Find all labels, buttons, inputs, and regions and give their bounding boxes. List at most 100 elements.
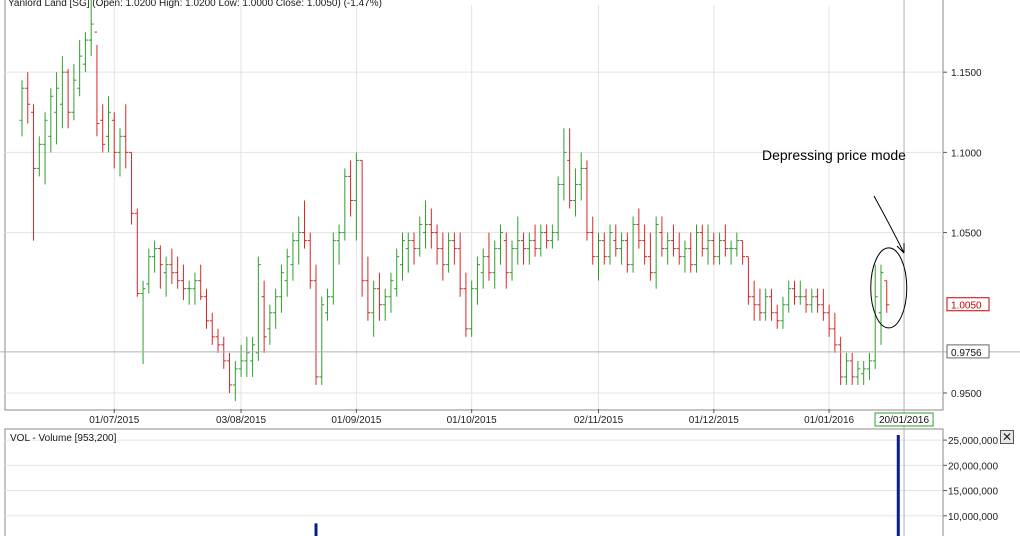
- ohlc-bar: [820, 288, 826, 321]
- ohlc-bar: [59, 56, 65, 129]
- ohlc-bar: [538, 224, 544, 257]
- volume-tick-label: 15,000,000: [948, 487, 998, 498]
- ohlc-bar: [492, 240, 498, 289]
- ohlc-bar: [371, 280, 377, 337]
- ohlc-bar: [25, 72, 31, 124]
- ohlc-bar: [509, 240, 515, 281]
- volume-tick-label: 10,000,000: [948, 512, 998, 523]
- ohlc-bar: [434, 224, 440, 265]
- ohlc-bar: [578, 152, 584, 201]
- ohlc-bar: [521, 232, 527, 265]
- close-panel-button[interactable]: ✕: [1000, 430, 1014, 444]
- ohlc-bar: [152, 240, 158, 273]
- price-panel: [4, 0, 944, 411]
- current-date-label: 20/01/2016: [874, 412, 934, 427]
- ohlc-bar: [348, 160, 354, 217]
- volume-tick-label: 20,000,000: [948, 461, 998, 472]
- ohlc-bars: [19, 0, 890, 401]
- ohlc-bar: [745, 256, 751, 305]
- ohlc-bar: [768, 288, 774, 321]
- y-tick-label: 1.1500: [951, 68, 982, 79]
- ohlc-bar: [180, 264, 186, 300]
- ohlc-bar: [261, 280, 267, 353]
- ohlc-bar: [838, 336, 844, 385]
- ohlc-bar: [405, 232, 411, 273]
- ohlc-bar: [636, 208, 642, 249]
- ohlc-bar: [399, 232, 405, 281]
- annotation-circle: [870, 247, 908, 329]
- ohlc-bar: [365, 256, 371, 321]
- ohlc-bar: [722, 224, 728, 257]
- ohlc-bar: [255, 256, 261, 361]
- ohlc-bar: [203, 288, 209, 329]
- ohlc-bar: [278, 264, 284, 313]
- ohlc-bar: [596, 232, 601, 281]
- ohlc-bar: [250, 336, 256, 377]
- ohlc-bar: [330, 232, 336, 305]
- ohlc-bar: [129, 151, 135, 225]
- ohlc-bar: [140, 280, 146, 365]
- ohlc-bar: [694, 224, 700, 273]
- ohlc-bar: [503, 232, 509, 289]
- ohlc-bar: [740, 240, 746, 265]
- ohlc-bar: [221, 336, 227, 369]
- ohlc-bar: [642, 224, 648, 265]
- ohlc-bar: [463, 272, 469, 337]
- ohlc-bar: [832, 312, 838, 353]
- ohlc-bar: [134, 208, 140, 297]
- y-tick-label: 0.9500: [951, 389, 982, 400]
- annotation-text: Depressing price mode: [762, 147, 906, 163]
- volume-panel-title: VOL - Volume [953,200]: [10, 433, 117, 444]
- x-tick-label: 01/07/2015: [89, 415, 139, 426]
- ohlc-bar: [515, 216, 521, 265]
- price-axis: 1.1500 1.1000 1.0500 0.9500: [943, 68, 982, 400]
- ohlc-bar: [19, 80, 25, 137]
- ohlc-bar: [446, 232, 452, 273]
- ohlc-bar: [71, 64, 77, 121]
- svg-text:0.9756: 0.9756: [951, 348, 982, 359]
- ohlc-bar: [567, 128, 573, 209]
- ohlc-bar: [428, 208, 434, 249]
- ohlc-bar: [826, 304, 832, 337]
- ohlc-bar: [117, 128, 123, 177]
- annotation-arrow: [873, 195, 905, 254]
- volume-bars: [314, 435, 900, 536]
- ohlc-bar: [451, 232, 457, 265]
- price-gridlines: [5, 5, 943, 409]
- ohlc-bar: [146, 248, 152, 294]
- ohlc-bar: [382, 288, 388, 321]
- volume-axis: 25,000,000 20,000,000 15,000,000 10,000,000: [943, 436, 998, 523]
- ohlc-bar: [705, 224, 711, 265]
- ohlc-bar: [526, 232, 532, 265]
- ohlc-bar: [192, 272, 198, 305]
- ohlc-bar: [290, 232, 296, 281]
- ohlc-bar: [423, 200, 429, 249]
- ohlc-bar: [175, 256, 181, 289]
- x-tick-label: 01/12/2015: [689, 415, 739, 426]
- ohlc-bar: [544, 224, 550, 249]
- ohlc-bar: [717, 232, 723, 265]
- y-tick-label: 1.1000: [951, 148, 982, 159]
- ohlc-bar: [480, 248, 486, 289]
- ohlc-bar: [763, 288, 769, 321]
- ohlc-bar: [711, 232, 717, 265]
- ohlc-bar: [855, 360, 861, 385]
- ohlc-bar: [244, 336, 250, 377]
- ohlc-bar: [100, 104, 106, 153]
- ohlc-bar: [169, 248, 175, 284]
- ohlc-bar: [31, 104, 37, 241]
- ohlc-bar: [325, 288, 331, 321]
- ohlc-bar: [861, 360, 867, 385]
- ohlc-bar: [48, 88, 54, 153]
- x-tick-label: 02/11/2015: [574, 415, 624, 426]
- ohlc-bar: [619, 232, 625, 265]
- ohlc-bar: [607, 224, 613, 265]
- ohlc-bar: [659, 216, 665, 257]
- ohlc-bar: [555, 176, 561, 241]
- ohlc-bar: [878, 264, 884, 345]
- ohlc-bar: [111, 112, 117, 169]
- y-tick-label: 1.0500: [951, 229, 982, 240]
- ohlc-bar: [273, 288, 279, 329]
- ohlc-bar: [474, 256, 480, 305]
